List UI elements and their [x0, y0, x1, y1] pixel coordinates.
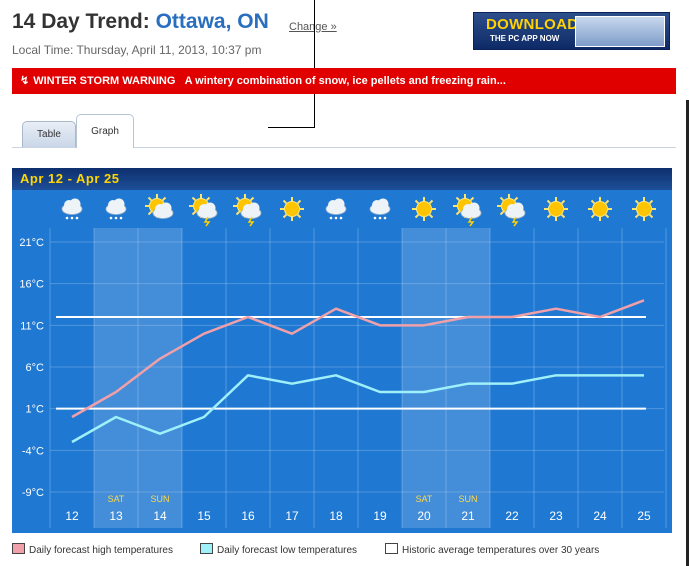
city-name: Ottawa, ON	[155, 10, 269, 33]
weekday-label: SUN	[458, 494, 477, 504]
app-screenshot-image	[575, 16, 665, 47]
weekday-label: SAT	[416, 494, 433, 504]
date-range-label: Apr 12 - Apr 25	[20, 171, 120, 186]
x-tick-label: 14	[153, 509, 167, 523]
page-title: 14 Day Trend: Ottawa, ON	[12, 10, 269, 34]
y-tick-label: 11°C	[20, 320, 44, 332]
y-tick-label: -4°C	[22, 445, 44, 457]
x-tick-label: 21	[461, 509, 475, 523]
sun-storm-icon	[453, 194, 482, 227]
divider-line	[268, 127, 315, 128]
legend-item-high: Daily forecast high temperatures	[12, 543, 173, 556]
legend-swatch-low	[200, 543, 213, 554]
local-time: Local Time: Thursday, April 11, 2013, 10…	[12, 43, 262, 57]
banner-title: DOWNLOAD	[486, 16, 579, 33]
x-tick-label: 16	[241, 509, 255, 523]
x-tick-label: 20	[417, 509, 431, 523]
snow-rain-icon	[61, 198, 83, 220]
sun-icon	[412, 197, 436, 221]
temperature-chart: 21°C 16°C 11°C 6°C 1°C -4°C -9°C 12 13 SAT 14 SUN 15…	[19, 194, 667, 528]
change-location-link[interactable]: Change »	[289, 21, 337, 33]
snow-icon	[325, 198, 347, 220]
sun-icon	[588, 197, 612, 221]
sun-cloud-icon	[145, 194, 174, 219]
x-tick-label: 12	[65, 509, 79, 523]
sun-icon	[280, 197, 304, 221]
tab-graph[interactable]: Graph	[76, 114, 134, 148]
high-temperature-line	[71, 299, 645, 419]
warning-label: WINTER STORM WARNING	[33, 75, 176, 87]
legend-label-average: Historic average temperatures over 30 ye…	[402, 545, 600, 556]
chart-legend: Daily forecast high temperatures Daily f…	[12, 543, 682, 559]
weekday-label: SAT	[108, 494, 125, 504]
x-tick-label: 23	[549, 509, 563, 523]
x-tick-label: 19	[373, 509, 387, 523]
sun-icon	[632, 197, 656, 221]
x-tick-label: 17	[285, 509, 299, 523]
weekend-band	[402, 228, 446, 528]
legend-label-low: Daily forecast low temperatures	[217, 545, 358, 556]
lightning-icon: ↯	[20, 75, 30, 87]
weekend-band	[138, 228, 182, 528]
x-tick-label: 15	[197, 509, 211, 523]
x-tick-label: 13	[109, 509, 123, 523]
weekend-band	[94, 228, 138, 528]
x-tick-label: 22	[505, 509, 519, 523]
tab-table[interactable]: Table	[22, 121, 76, 148]
trend-graph-panel: Apr 12 - Apr 25 21°C 16°C 11°C 6°C 1°C -4°C -9…	[12, 168, 672, 533]
x-tick-label: 25	[637, 509, 651, 523]
download-app-banner[interactable]: DOWNLOAD THE PC APP NOW	[473, 12, 670, 50]
y-tick-label: -9°C	[22, 487, 44, 499]
tabs-underline	[12, 147, 676, 148]
legend-item-low: Daily forecast low temperatures	[200, 543, 357, 556]
winter-storm-warning-banner[interactable]: ↯ WINTER STORM WARNING A wintery combinat…	[12, 68, 676, 94]
snow-icon	[105, 198, 127, 220]
warning-text: A wintery combination of snow, ice pelle…	[184, 75, 506, 87]
weekday-label: SUN	[150, 494, 169, 504]
legend-swatch-average	[385, 543, 398, 554]
date-range-header: Apr 12 - Apr 25	[12, 168, 672, 190]
divider-line	[314, 0, 315, 128]
y-tick-label: 21°C	[19, 237, 44, 249]
y-tick-label: 16°C	[19, 279, 44, 291]
page-title-prefix: 14 Day Trend:	[12, 10, 150, 33]
legend-label-high: Daily forecast high temperatures	[29, 545, 173, 556]
y-tick-label: 1°C	[26, 404, 45, 416]
sun-storm-icon	[497, 194, 526, 227]
weekend-band	[446, 228, 490, 528]
page-scrollbar[interactable]	[686, 100, 689, 566]
banner-subtitle: THE PC APP NOW	[490, 34, 560, 43]
legend-swatch-high	[12, 543, 25, 554]
sun-icon	[544, 197, 568, 221]
sun-storm-icon	[189, 194, 218, 227]
x-tick-label: 18	[329, 509, 343, 523]
snow-icon	[369, 198, 391, 220]
y-tick-label: 6°C	[26, 362, 45, 374]
x-tick-label: 24	[593, 509, 607, 523]
sun-storm-icon	[233, 194, 262, 227]
low-temperature-line	[71, 374, 644, 444]
legend-item-average: Historic average temperatures over 30 ye…	[385, 543, 599, 556]
